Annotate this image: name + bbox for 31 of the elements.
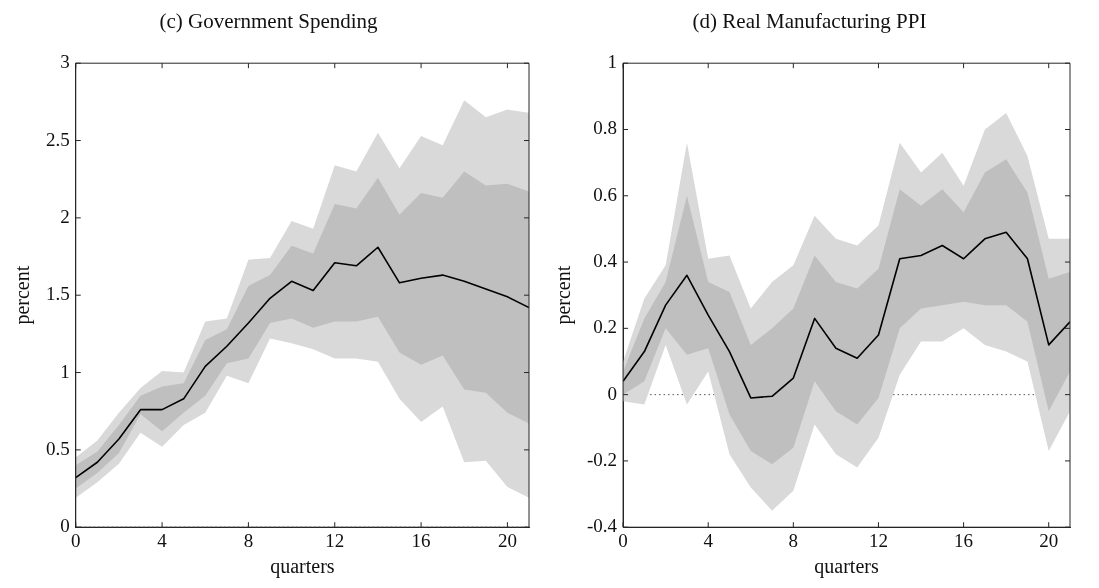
y-tick-label: 2.5 [46,128,70,150]
x-tick-label: 20 [1039,529,1059,551]
x-tick-label: 12 [325,529,345,551]
y-tick-label: 1.5 [46,283,70,305]
y-tick-label: 0.5 [46,437,70,459]
y-tick-label: 0 [607,382,618,404]
chart-title: (d) Real Manufacturing PPI [692,9,927,34]
x-tick-label: 16 [954,529,974,551]
x-tick-label: 8 [788,529,799,551]
y-tick-label: 3 [60,51,70,73]
x-tick-label: 4 [157,529,168,551]
y-tick-label: 1 [60,360,70,382]
y-tick-label: 0.6 [593,183,618,205]
x-axis-title: quarters [270,555,335,579]
x-tick-label: 8 [243,529,254,551]
y-tick-label: 2 [60,205,70,227]
y-tick-label: 1 [607,51,618,73]
x-axis-title: quarters [814,555,879,579]
x-tick-label: 4 [703,529,714,551]
y-tick-label: 0 [60,515,70,537]
y-axis-title: percent [11,265,35,325]
x-tick-label: 12 [868,529,888,551]
y-tick-label: -0.2 [587,448,618,470]
y-axis-title: percent [552,265,576,325]
chart-title: (c) Government Spending [159,9,379,34]
y-tick-label: 0.2 [593,316,618,338]
y-tick-label: 0.8 [593,117,618,139]
x-tick-label: 20 [497,529,517,551]
y-tick-label: 0.4 [593,250,618,272]
y-tick-label: -0.4 [587,515,618,537]
x-tick-label: 16 [411,529,431,551]
